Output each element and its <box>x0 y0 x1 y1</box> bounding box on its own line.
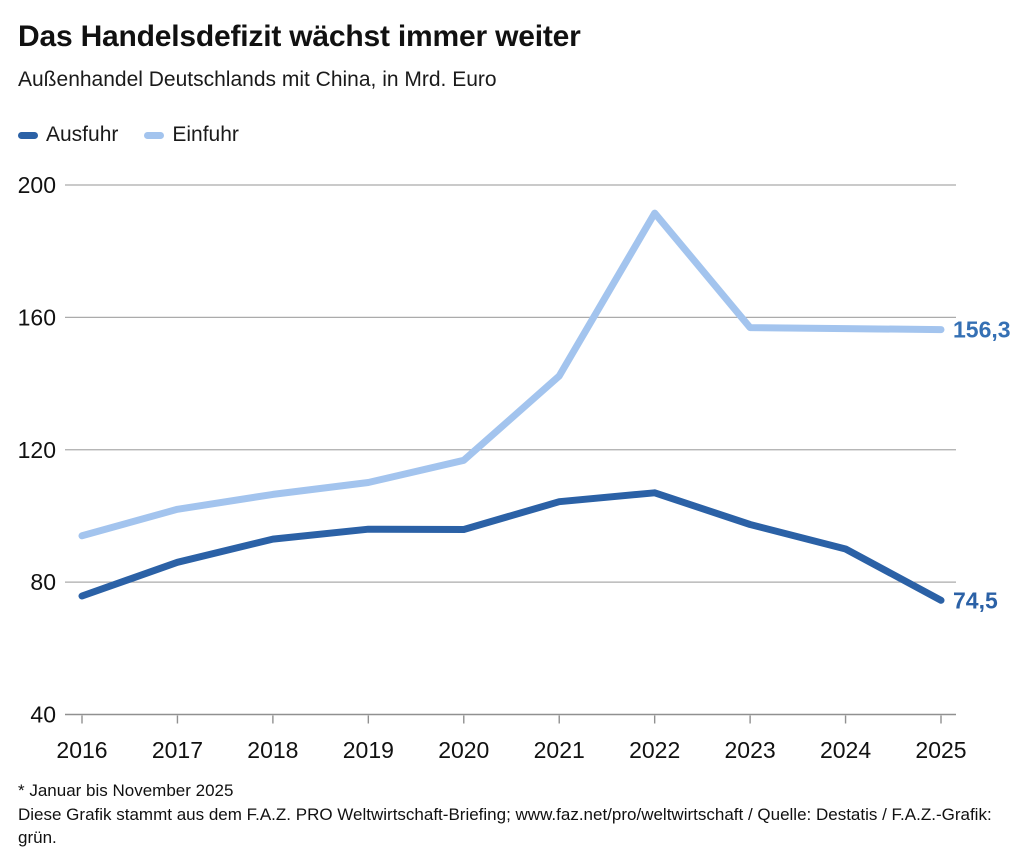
chart-footer: * Januar bis November 2025 Diese Grafik … <box>18 779 1010 849</box>
x-tick-label: 2021 <box>534 737 585 763</box>
y-tick-label: 40 <box>30 702 56 728</box>
y-tick-label: 120 <box>18 437 56 463</box>
legend-item-ausfuhr: Ausfuhr <box>18 123 118 147</box>
x-tick-label: 2020 <box>438 737 489 763</box>
legend-item-einfuhr: Einfuhr <box>144 123 239 147</box>
einfuhr-swatch-icon <box>144 131 165 139</box>
x-tick-label: 2016 <box>56 737 107 763</box>
page-title: Das Handelsdefizit wächst immer weiter <box>18 20 581 53</box>
x-tick-label: 2019 <box>343 737 394 763</box>
value-label-ausfuhr: 74,5 <box>953 587 998 613</box>
legend-label-ausfuhr: Ausfuhr <box>46 123 119 146</box>
legend-label-einfuhr: Einfuhr <box>172 123 239 146</box>
x-tick-label: 2023 <box>725 737 776 763</box>
chart-legend: Ausfuhr Einfuhr <box>18 123 239 147</box>
x-tick-label: 2025 <box>915 737 966 763</box>
chart-subtitle: Außenhandel Deutschlands mit China, in M… <box>18 68 497 91</box>
x-tick-label: 2018 <box>247 737 298 763</box>
footnote: * Januar bis November 2025 <box>18 781 234 800</box>
ausfuhr-swatch-icon <box>18 131 38 139</box>
x-tick-label: 2022 <box>629 737 680 763</box>
source-credit: Diese Grafik stammt aus dem F.A.Z. PRO W… <box>18 805 992 847</box>
y-tick-label: 200 <box>18 172 56 198</box>
y-tick-label: 80 <box>30 569 56 595</box>
value-label-einfuhr: 156,3 <box>953 317 1011 343</box>
series-line-ausfuhr <box>78 489 945 604</box>
x-tick-label: 2017 <box>152 737 203 763</box>
x-tick-label: 2024 <box>820 737 871 763</box>
y-tick-label: 160 <box>18 304 56 330</box>
series-line-einfuhr <box>78 209 945 540</box>
